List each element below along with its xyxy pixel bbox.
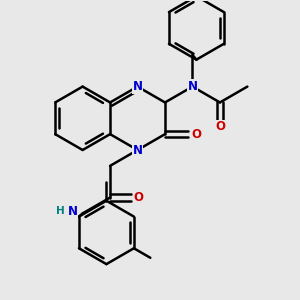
Text: H: H [56, 206, 65, 216]
Text: N: N [133, 143, 142, 157]
Text: N: N [188, 80, 197, 93]
Text: O: O [192, 128, 202, 141]
Text: N: N [68, 205, 78, 218]
Text: O: O [215, 120, 225, 133]
Text: N: N [133, 80, 142, 93]
Text: O: O [134, 191, 144, 204]
